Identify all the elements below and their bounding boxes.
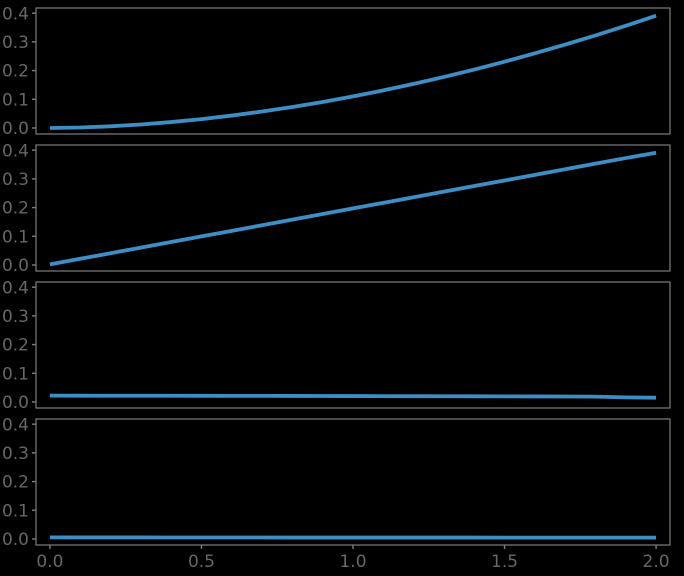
axes-spines — [35, 418, 671, 546]
y-tick-label: 0.3 — [2, 444, 29, 464]
axes-spines — [35, 144, 671, 272]
y-tick-label: 0.0 — [2, 530, 29, 550]
y-tick-label: 0.4 — [2, 141, 29, 161]
y-tick-label: 0.1 — [2, 90, 29, 110]
x-tick-label: 2.0 — [643, 552, 670, 572]
y-tick-label: 0.1 — [2, 227, 29, 247]
subplot-4: 0.0 0.1 0.2 0.3 0.4 0.0 0.5 1.0 1.5 2.0 — [2, 415, 671, 572]
y-tick-label: 0.1 — [2, 501, 29, 521]
x-tick-label: 1.5 — [491, 552, 518, 572]
y-tick-label: 0.4 — [2, 415, 29, 435]
y-tick-label: 0.3 — [2, 307, 29, 327]
y-tick-label: 0.2 — [2, 473, 29, 493]
y-tick-label: 0.2 — [2, 199, 29, 219]
y-tick-label: 0.4 — [2, 4, 29, 24]
axes-spines — [35, 7, 671, 135]
x-tick-label: 0.5 — [188, 552, 215, 572]
y-tick-label: 0.1 — [2, 364, 29, 384]
y-tick-label: 0.4 — [2, 278, 29, 298]
y-tick-label: 0.0 — [2, 119, 29, 139]
x-tick-label: 0.0 — [36, 552, 63, 572]
line-series — [49, 393, 657, 400]
line-series — [49, 13, 657, 130]
y-tick-label: 0.2 — [2, 336, 29, 356]
y-tick-label: 0.0 — [2, 393, 29, 413]
axes-spines — [35, 281, 671, 409]
subplot-1: 0.0 0.1 0.2 0.3 0.4 — [2, 4, 671, 139]
y-tick-label: 0.0 — [2, 256, 29, 276]
y-tick-label: 0.3 — [2, 170, 29, 190]
y-tick-label: 0.2 — [2, 62, 29, 82]
subplot-3: 0.0 0.1 0.2 0.3 0.4 — [2, 278, 671, 413]
subplot-2: 0.0 0.1 0.2 0.3 0.4 — [2, 141, 671, 276]
y-tick-label: 0.3 — [2, 33, 29, 53]
line-series — [49, 150, 657, 267]
x-tick-label: 1.0 — [339, 552, 366, 572]
